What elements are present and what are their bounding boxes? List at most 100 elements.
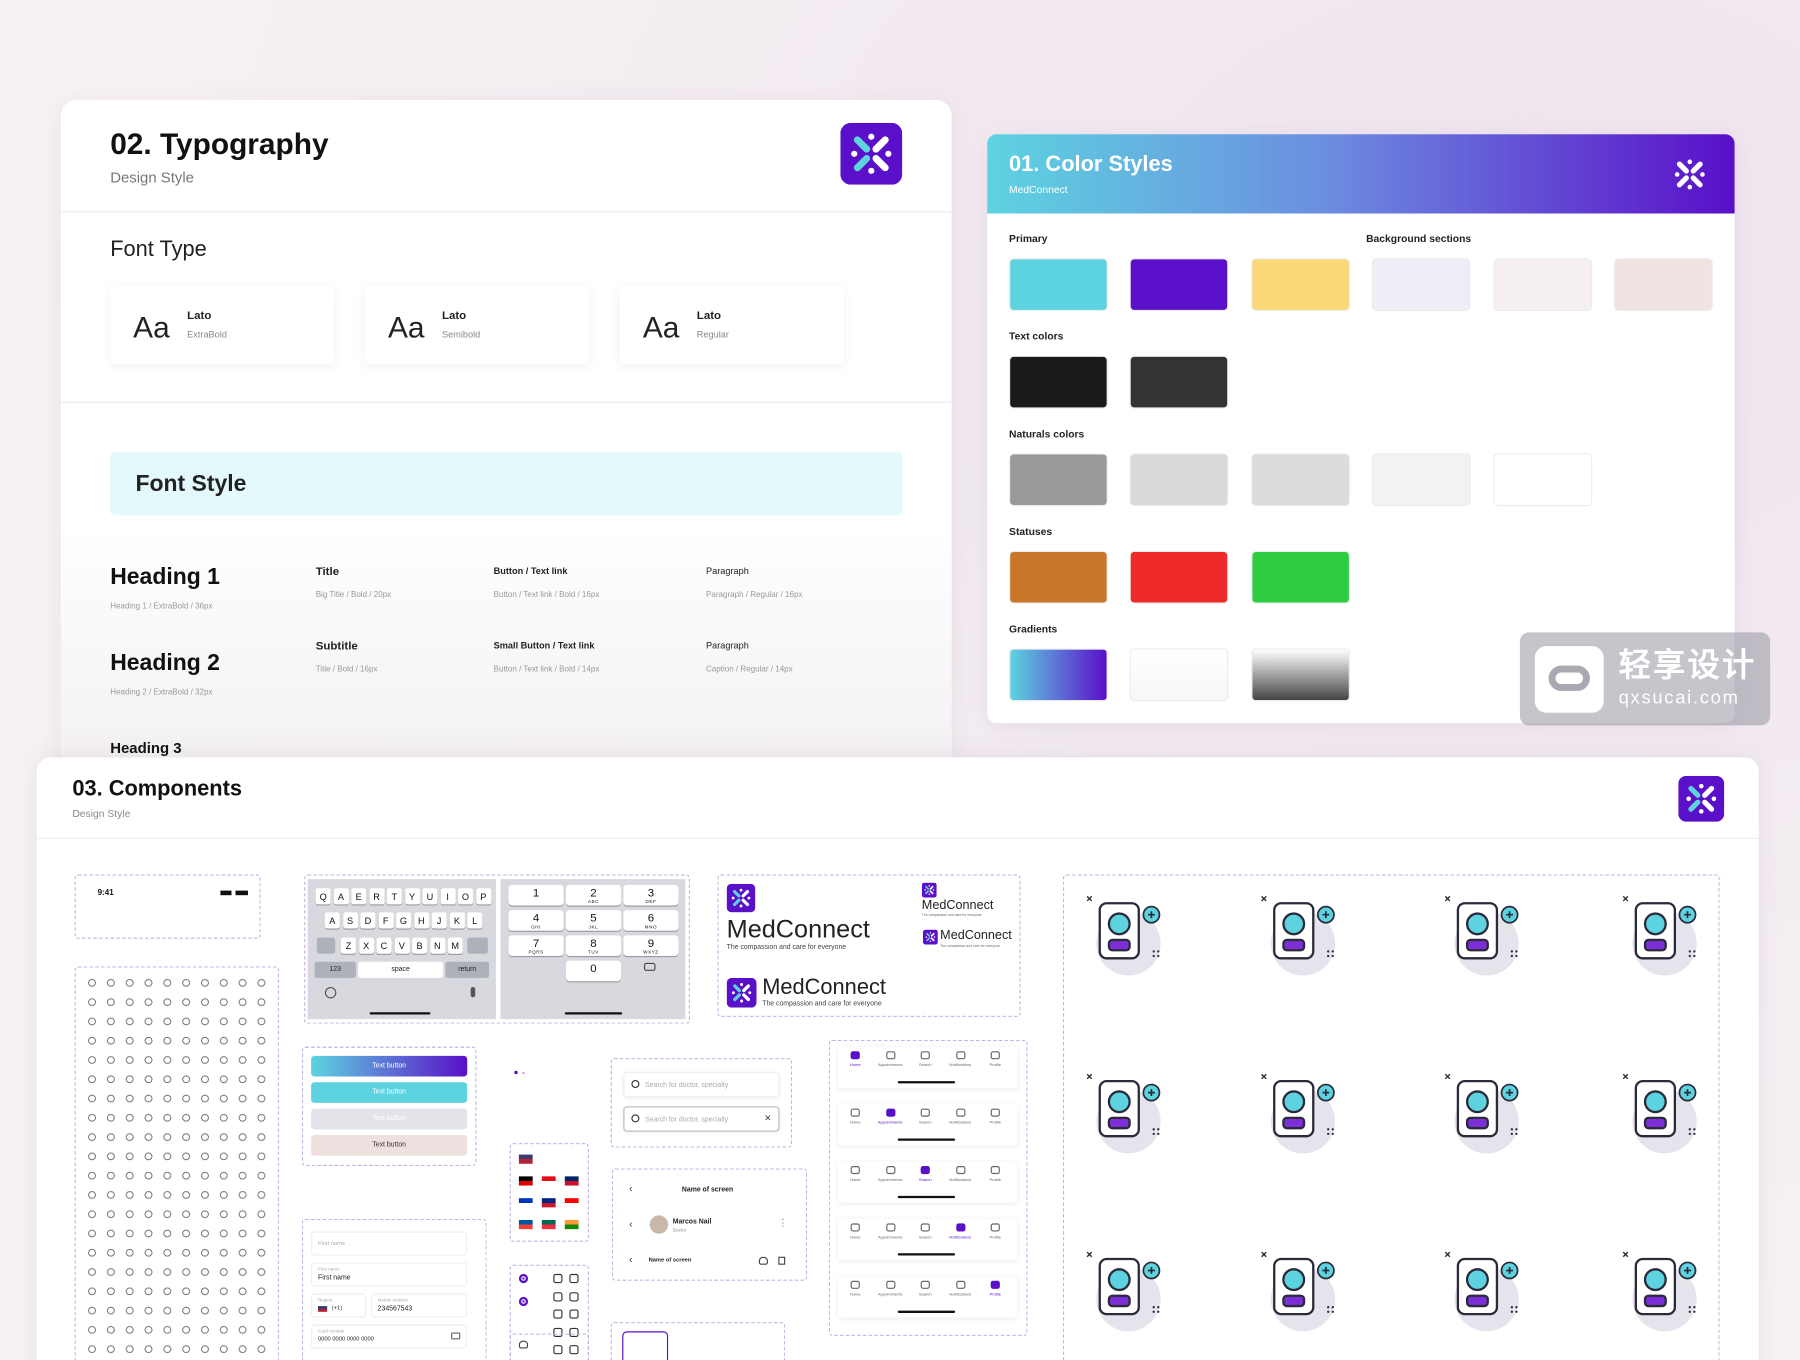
input-label: First name [317,1265,340,1272]
key: L [467,912,483,929]
style-spec: Caption / Regular / 14px [705,665,793,674]
key-label: X [363,941,370,952]
input-field [311,1293,367,1318]
button: Text button [311,1082,468,1103]
search-icon [631,1079,640,1089]
key-digit: 3 [647,887,655,900]
tab-icon [990,1166,1000,1175]
component-frame [509,1143,589,1242]
tab-label: Appointments [877,1292,903,1297]
radio [518,1273,529,1284]
font-card [365,285,589,364]
group-label: Statuses [1009,525,1053,538]
tab-icon [885,1108,895,1117]
input-label: Mobile number [377,1296,409,1303]
tab-icon [990,1108,1000,1117]
input-field [311,1231,468,1256]
key-label: J [436,915,442,927]
component-frame [717,874,1021,1017]
tab-label: Home [849,1234,861,1240]
font-family: Lato [187,309,212,323]
key: S [342,912,358,929]
style-name: Button / Text link [493,565,568,577]
logo-icon [727,884,756,913]
home-indicator [564,1012,623,1015]
tab-icon [990,1280,1000,1289]
key-label: H [417,915,425,927]
input-label: First name [317,1240,346,1248]
key: O [458,888,473,905]
key: H [413,912,429,929]
group-label: Gradients [1009,623,1058,635]
key-label: A [329,915,336,927]
color-card [987,134,1735,724]
key-label: R [373,891,380,903]
tab-label: Profile [989,1120,1001,1125]
tab-icon [920,1108,930,1117]
component-frame [828,1039,1028,1336]
key-label: T [391,891,398,903]
tab-label: Search [918,1234,932,1240]
key-digit: 4 [532,912,540,926]
tab-icon [920,1051,930,1060]
tab-label: Notifications [949,1062,972,1068]
key-digit: 1 [532,887,540,900]
flag [518,1176,533,1186]
numpad-key: 8 TUV [565,935,622,957]
illustration [1071,1236,1174,1339]
more-icon: ⋮ [778,1217,788,1229]
key-label: U [426,891,434,903]
component-frame [611,1168,808,1281]
illustration-art [1071,1058,1174,1161]
tab-label: Appointments [877,1177,903,1183]
logo-mark [727,978,757,1008]
key-label: Z [345,941,352,952]
key-label: G [399,915,408,927]
watermark-icon [1534,646,1604,713]
font-family: Lato [696,309,722,323]
key-letters: ABC [587,898,600,905]
small-icon [553,1273,563,1284]
color-swatch [1372,453,1471,507]
small-icon [553,1309,563,1319]
color-swatch [1009,550,1108,604]
key-digit: 9 [647,937,655,951]
key-label: space [391,966,410,974]
input-label: Card number [317,1327,345,1334]
home-indicator [369,1012,431,1015]
nav-role: Doctor [672,1226,687,1233]
tab-icon [955,1166,965,1175]
key-letters: JKL [588,923,599,930]
illustration [1607,880,1710,983]
key: V [394,937,410,954]
input-label: Region [317,1296,333,1303]
search-placeholder: Search for doctor, specialty [645,1082,729,1090]
tab-label: Home [849,1062,861,1068]
clear-icon: × [764,1112,772,1125]
section-title: Font Type [110,237,207,262]
key-digit: 7 [532,937,540,951]
status-icons [220,890,248,896]
tab-icon [850,1166,860,1175]
key-label: N [434,941,441,952]
tab-label: Profile [989,1177,1001,1183]
font-style-banner [110,452,903,516]
search-placeholder: Search for doctor, specialty [645,1116,729,1124]
key-label: I [446,891,449,903]
group-label: Primary [1009,232,1048,245]
key: D [360,912,376,929]
font-card [619,285,844,364]
style-name: Subtitle [315,640,358,654]
flag [564,1176,579,1186]
divider [60,211,952,213]
key-label: C [380,941,388,952]
style-spec: Title / Bold / 16px [315,665,378,674]
color-swatch [1493,453,1592,507]
key-label: M [451,941,459,952]
font-sample: Aa [642,309,680,345]
color-swatch [1614,258,1713,312]
shift-key [316,937,336,954]
tab-label: Notifications [949,1234,972,1240]
home-indicator [897,1195,956,1199]
component-frame [610,1322,786,1360]
